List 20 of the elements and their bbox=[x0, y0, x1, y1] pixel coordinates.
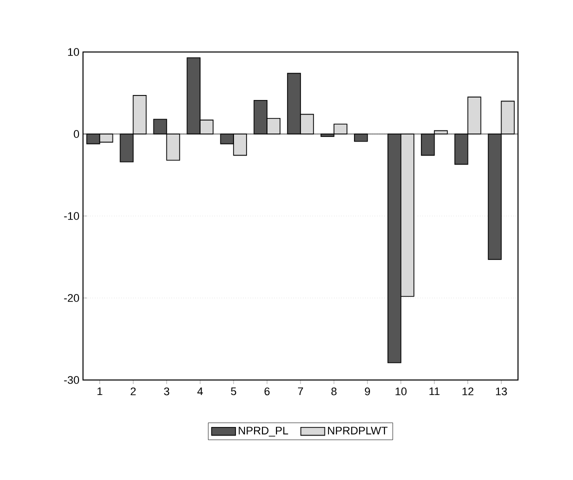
y-tick-label: 10 bbox=[68, 48, 80, 56]
x-tick-label: 3 bbox=[164, 388, 170, 396]
x-tick-label: 10 bbox=[396, 388, 407, 396]
y-tick-label: -30 bbox=[64, 376, 80, 384]
x-tick-label: 13 bbox=[496, 388, 507, 396]
legend-label: NPRD_PL bbox=[238, 426, 288, 437]
x-tick-label: 5 bbox=[230, 388, 236, 396]
legend-label: NPRDPLWT bbox=[328, 426, 388, 434]
x-tick-label: 12 bbox=[462, 388, 474, 396]
x-tick-label: 1 bbox=[98, 388, 102, 396]
x-tick-label: 11 bbox=[429, 388, 440, 396]
y-tick-label: 0 bbox=[74, 130, 80, 138]
x-tick-label: 7 bbox=[298, 388, 304, 396]
x-tick-label: 4 bbox=[197, 388, 203, 396]
y-tick-label: -20 bbox=[64, 294, 80, 302]
x-tick-label: 6 bbox=[264, 388, 270, 396]
x-tick-label: 9 bbox=[364, 388, 370, 396]
x-tick-label: 2 bbox=[130, 388, 136, 396]
x-tick-label: 8 bbox=[331, 388, 337, 396]
y-tick-label: -10 bbox=[64, 212, 80, 220]
